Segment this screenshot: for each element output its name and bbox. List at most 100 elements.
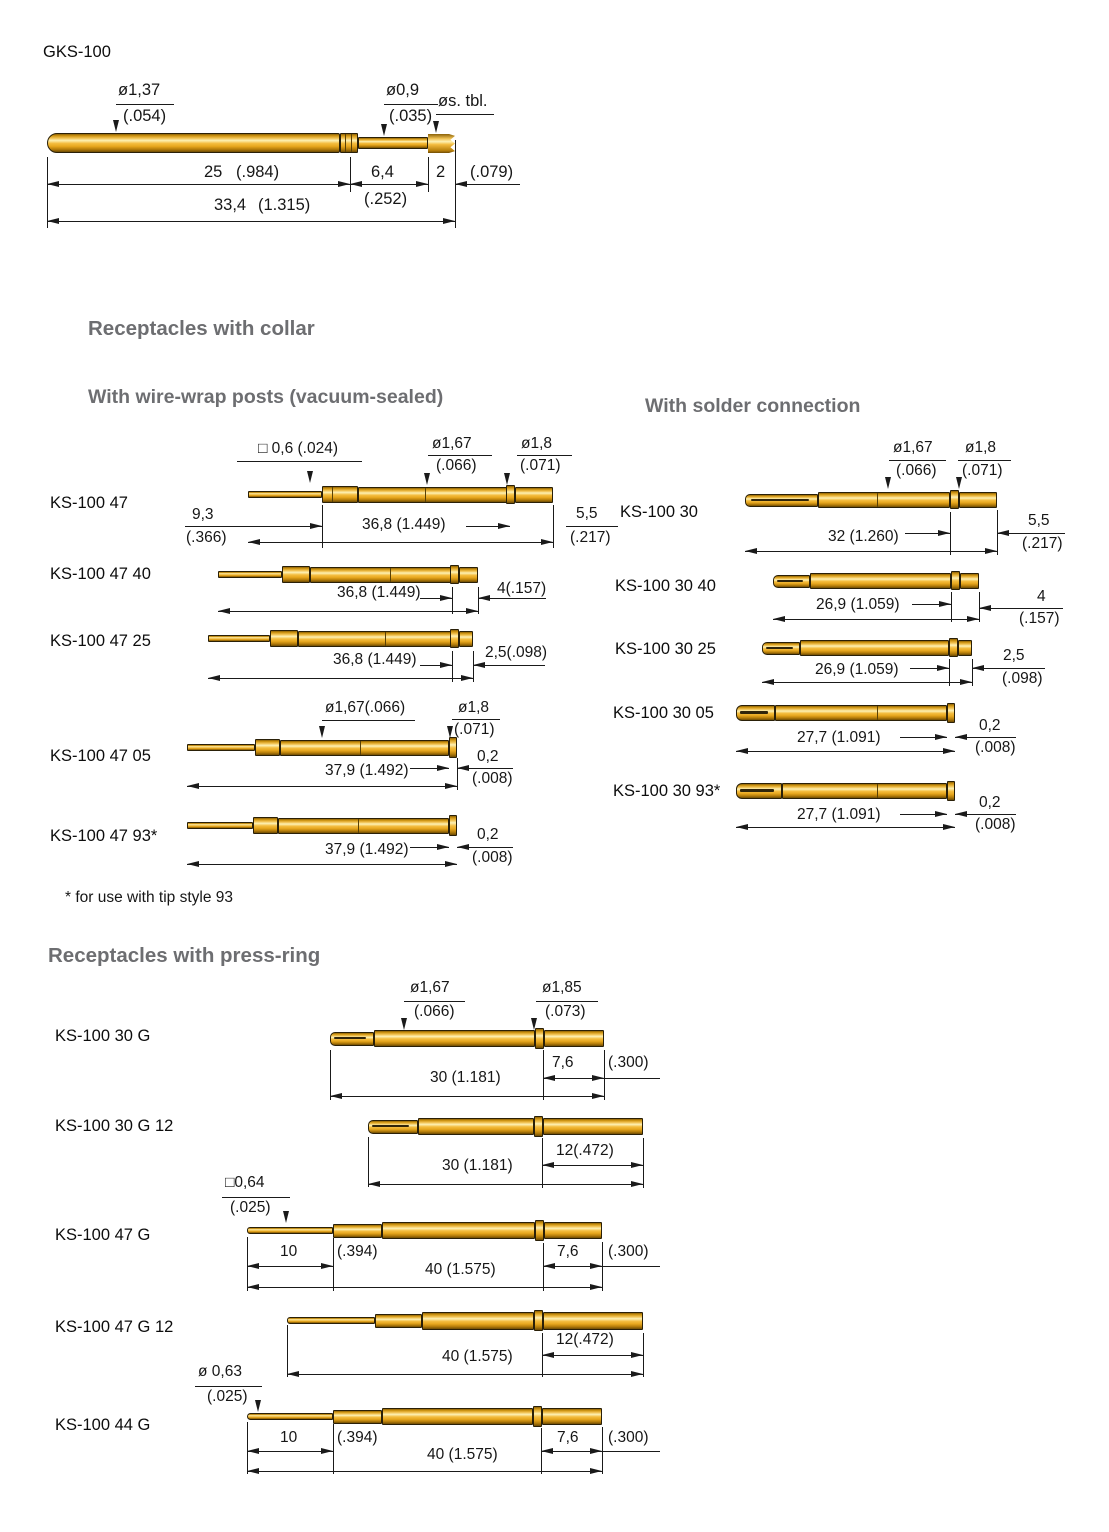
dim-text: 0,2 bbox=[477, 748, 499, 765]
ext-line bbox=[949, 659, 951, 686]
dim-line bbox=[773, 619, 979, 621]
dim-text: 26,9 (1.059) bbox=[816, 596, 900, 613]
probe-tail bbox=[543, 1118, 643, 1135]
dim-text: (.079) bbox=[470, 163, 514, 181]
leader-line bbox=[536, 1001, 598, 1003]
row-label: KS-100 30 40 bbox=[615, 577, 716, 595]
end-ring bbox=[449, 737, 457, 758]
arrow-down bbox=[113, 120, 119, 132]
dim-line bbox=[330, 1096, 604, 1098]
leader-line bbox=[452, 719, 500, 721]
dim-text: 4(.157) bbox=[497, 580, 547, 597]
dim-text: (.071) bbox=[962, 462, 1003, 479]
probe-body bbox=[810, 573, 951, 589]
row-label: KS-100 30 93* bbox=[613, 782, 721, 800]
ext-line bbox=[452, 587, 454, 614]
dim-line bbox=[972, 668, 1000, 670]
leader-line bbox=[889, 460, 946, 462]
dim-text: 0,2 bbox=[979, 794, 1001, 811]
probe-collar bbox=[375, 1314, 422, 1328]
arrow-right bbox=[935, 811, 947, 817]
dim-line bbox=[218, 611, 478, 613]
arrow-left bbox=[543, 1263, 555, 1269]
probe-joint bbox=[877, 784, 879, 798]
dim-text: ø1,67 bbox=[893, 439, 933, 456]
probe-ring-line bbox=[345, 134, 347, 152]
footnote: * for use with tip style 93 bbox=[65, 889, 233, 906]
ext-line bbox=[951, 592, 953, 622]
solder-slot bbox=[740, 711, 768, 714]
probe-collar bbox=[270, 630, 298, 647]
probe-post bbox=[208, 635, 270, 642]
dim-text: 12(.472) bbox=[556, 1142, 614, 1159]
arrow-right bbox=[445, 783, 457, 789]
arrow-right bbox=[590, 1448, 602, 1454]
probe-body bbox=[818, 492, 950, 508]
arrow-right bbox=[631, 1352, 643, 1358]
ext-line bbox=[979, 592, 981, 622]
arrow-down bbox=[424, 473, 430, 485]
ext-line bbox=[543, 1050, 545, 1100]
probe-body bbox=[358, 487, 510, 503]
leader-line bbox=[222, 1197, 290, 1199]
dim-line bbox=[455, 184, 520, 186]
probe-body bbox=[418, 1118, 534, 1135]
dim-text: ø 0,63 bbox=[198, 1363, 242, 1380]
arrow-right bbox=[590, 1263, 602, 1269]
dim-line bbox=[457, 768, 513, 770]
dim-text: □ 0,6 (.024) bbox=[258, 440, 339, 457]
probe-post bbox=[218, 571, 282, 578]
arrow-right bbox=[416, 181, 428, 187]
arrow-down bbox=[447, 726, 453, 738]
page-title: GKS-100 bbox=[43, 43, 111, 61]
row-label: KS-100 30 bbox=[620, 503, 698, 521]
dim-text: 30 (1.181) bbox=[442, 1157, 513, 1174]
solder-slot bbox=[777, 580, 803, 583]
dim-text: 40 (1.575) bbox=[442, 1348, 513, 1365]
arrow-down bbox=[885, 477, 891, 489]
dim-text: (.394) bbox=[337, 1429, 378, 1446]
leader-line bbox=[195, 1386, 262, 1388]
arrow-right bbox=[592, 1093, 604, 1099]
dim-text: □0,64 bbox=[225, 1174, 265, 1191]
probe-barrel bbox=[47, 133, 340, 153]
dim-line bbox=[1000, 668, 1045, 670]
press-ring bbox=[950, 490, 959, 509]
dim-text: (.098) bbox=[1002, 670, 1043, 687]
arrow-right bbox=[443, 218, 455, 224]
dim-text: 27,7 (1.091) bbox=[797, 806, 881, 823]
dim-line bbox=[736, 751, 955, 753]
ext-line bbox=[368, 1137, 370, 1187]
arrow-left bbox=[287, 1371, 299, 1377]
press-ring bbox=[450, 629, 459, 648]
arrow-down bbox=[401, 1018, 407, 1030]
arrow-right bbox=[935, 734, 947, 740]
leader-line bbox=[116, 104, 174, 106]
arrow-down bbox=[307, 471, 313, 483]
ext-line bbox=[602, 1242, 604, 1291]
dim-line bbox=[1018, 533, 1065, 535]
arrow-right bbox=[937, 665, 949, 671]
arrow-left bbox=[762, 679, 774, 685]
dim-text: 40 (1.575) bbox=[425, 1261, 496, 1278]
press-ring bbox=[534, 1310, 543, 1331]
arrow-left bbox=[47, 181, 59, 187]
end-ring bbox=[449, 815, 457, 836]
dim-line bbox=[185, 526, 322, 528]
ext-line bbox=[604, 1050, 606, 1100]
arrow-right bbox=[943, 748, 955, 754]
ext-line bbox=[950, 512, 952, 555]
dim-text: 7,6 bbox=[557, 1429, 579, 1446]
probe-body bbox=[782, 783, 947, 799]
arrow-right bbox=[338, 181, 350, 187]
dim-line bbox=[900, 814, 947, 816]
probe-tail bbox=[542, 1408, 602, 1425]
dim-line bbox=[457, 847, 513, 849]
dim-text: ø1,8 bbox=[521, 435, 553, 452]
dim-text: (.066) bbox=[896, 462, 937, 479]
probe-body bbox=[278, 818, 449, 834]
dim-line bbox=[247, 1451, 333, 1453]
row-label: KS-100 30 25 bbox=[615, 640, 716, 658]
leader-line bbox=[384, 104, 438, 106]
probe-body bbox=[280, 740, 449, 756]
